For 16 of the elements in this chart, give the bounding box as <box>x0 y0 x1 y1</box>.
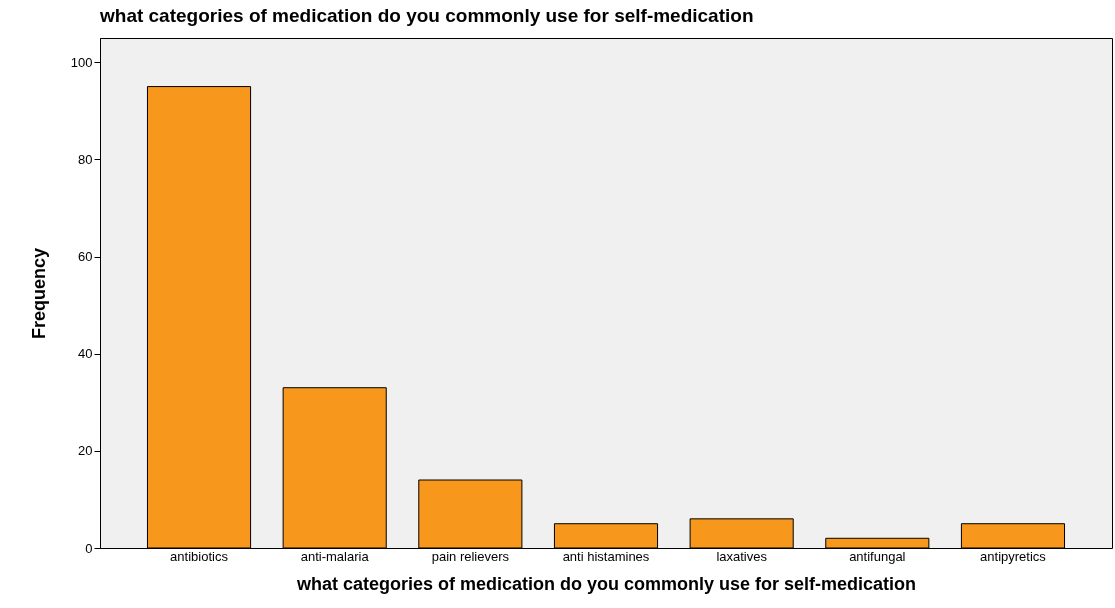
x-tick-label: anti-malaria <box>300 548 370 564</box>
x-tick-label: antifungal <box>849 548 906 564</box>
y-tick-label: 20 <box>78 443 93 459</box>
x-tick-label: laxatives <box>716 548 768 564</box>
chart-title: what categories of medication do you commonly use for self-medication <box>99 5 754 26</box>
x-tick-label: pain relievers <box>431 548 510 564</box>
y-tick-label: 0 <box>85 540 93 556</box>
x-axis-title: what categories of medication do you commonly use for self-medication <box>295 573 917 594</box>
y-tick-label: 40 <box>78 346 93 362</box>
y-tick-label: 80 <box>78 151 93 167</box>
y-tick-label: 60 <box>78 249 93 265</box>
x-tick-label: antibiotics <box>170 548 229 564</box>
y-tick-label: 100 <box>70 54 93 70</box>
x-tick-label: antipyretics <box>980 548 1047 564</box>
y-axis-title: Frequency <box>28 247 49 340</box>
x-tick-label: anti histamines <box>562 548 650 564</box>
